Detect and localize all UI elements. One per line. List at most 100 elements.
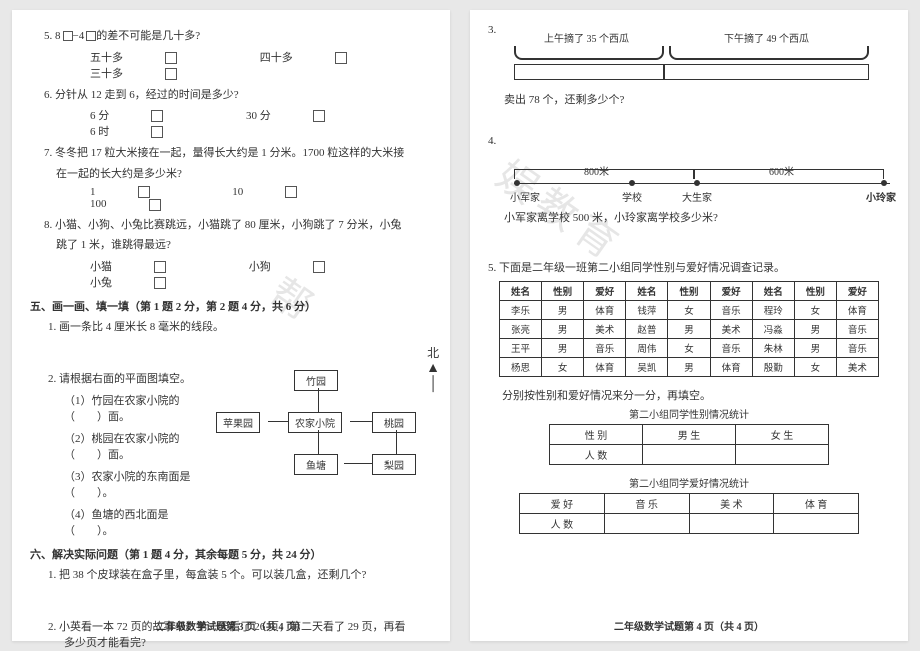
td: 男 [794,320,836,339]
s6-q2-a: 2. 小英看一本 72 页的故事书。第一天看了 26 页，第二天看了 29 页，… [48,618,432,634]
q8-opt-1: 小猫 [90,258,206,274]
checkbox[interactable] [154,277,166,289]
q7-opts: 1 10 100 [90,186,432,211]
th: 爱好 [836,282,878,301]
td: 音乐 [710,301,752,320]
checkbox[interactable] [335,52,347,64]
map-node-fish: 鱼塘 [294,454,338,475]
map-edge [344,463,372,464]
blank-cell[interactable] [774,514,859,534]
q3-diagram: 上午摘了 35 个西瓜 下午摘了 49 个西瓜 [514,30,890,85]
td: 钱萍 [626,301,668,320]
number-line-axis [514,183,890,184]
td: 男 [668,320,710,339]
td: 女 [794,301,836,320]
survey-table: 姓名性别爱好 姓名性别爱好 姓名性别爱好 李乐男体育钱萍女音乐程玲女体育 张亮男… [499,281,879,377]
pt-2: 学校 [622,189,642,204]
section-6-title: 六、解决实际问题（第 1 题 4 分，其余每题 5 分，共 24 分） [30,546,432,562]
td: 音乐 [584,339,626,358]
q7-a: 7. 冬冬把 17 粒大米接在一起，量得长大约是 1 分米。1700 粒这样的大… [44,145,432,162]
q5-c: 的差不可能是几十多? [96,30,200,42]
td: 女 [542,358,584,377]
td: 音乐 [710,339,752,358]
table-row: 王平男音乐周伟女音乐朱林男音乐 [500,339,879,358]
q4-diagram: 800米 600米 小军家 学校 大生家 小玲家 [514,155,890,205]
map-node-zhu: 竹园 [294,370,338,391]
map-edge [318,430,319,454]
q5-opt-3: 三十多 [90,65,217,81]
td: 体育 [710,358,752,377]
q7-opt-1: 1 [90,186,190,198]
q6-opt-1: 6 分 [90,107,203,123]
opt-label: 四十多 [260,49,293,65]
td: 女 生 [736,425,829,445]
checkbox[interactable] [285,186,297,198]
blank-cell[interactable] [689,514,774,534]
pt-3: 大生家 [682,189,712,204]
blank-cell[interactable] [736,445,829,465]
page-4: 娱教育 3. 上午摘了 35 个西瓜 下午摘了 49 个西瓜 卖出 78 个，还… [470,10,908,641]
q4-ask: 小军家离学校 500 米，小玲家离学校多少米? [504,209,890,225]
opt-label: 小猫 [90,258,112,274]
td: 程玲 [752,301,794,320]
td: 体育 [584,358,626,377]
blank-cell[interactable] [604,514,689,534]
gender-stat-table: 性 别男 生女 生 人 数 [549,424,829,465]
td: 音乐 [836,320,878,339]
map-edge [318,388,319,412]
brace-left [514,46,664,60]
checkbox[interactable] [151,110,163,122]
checkbox[interactable] [165,68,177,80]
point [881,180,887,186]
dist-2: 600米 [769,163,794,178]
td: 男 [542,301,584,320]
q8-b: 跳了 1 米，谁跳得最远? [56,237,432,254]
td: 人 数 [520,514,605,534]
table-header-row: 姓名性别爱好 姓名性别爱好 姓名性别爱好 [500,282,879,301]
td: 爱 好 [520,494,605,514]
checkbox[interactable] [165,52,177,64]
td: 男 [542,320,584,339]
td: 周伟 [626,339,668,358]
q5-opt-2: 四十多 [260,49,387,65]
opt-label: 小兔 [90,274,112,290]
th: 姓名 [752,282,794,301]
map-node-li: 梨园 [372,454,416,475]
page-3: 帮 5. 8−4的差不可能是几十多? 五十多 四十多 三十多 6. 分针从 12… [12,10,450,641]
th: 性别 [542,282,584,301]
t2-caption: 第二小组同学爱好情况统计 [488,475,890,490]
map-node-center: 农家小院 [288,412,342,433]
td: 女 [794,358,836,377]
checkbox[interactable] [149,199,161,211]
q7-opt-3: 100 [90,198,201,210]
checkbox[interactable] [138,186,150,198]
map-edge [268,421,288,422]
td: 美 术 [689,494,774,514]
td: 殷勤 [752,358,794,377]
opt-label: 1 [90,186,96,198]
checkbox[interactable] [151,126,163,138]
opt-label: 10 [232,186,243,198]
td: 吴凯 [626,358,668,377]
q6-opt-2: 30 分 [246,107,365,123]
td: 美术 [584,320,626,339]
q8-opts: 小猫 小狗 小兔 [90,258,432,290]
th: 性别 [668,282,710,301]
checkbox[interactable] [313,261,325,273]
td: 音 乐 [604,494,689,514]
checkbox[interactable] [154,261,166,273]
td: 音乐 [836,339,878,358]
blank-box [63,31,73,41]
q5-b: −4 [73,30,85,42]
checkbox[interactable] [313,110,325,122]
t1-caption: 第二小组同学性别情况统计 [488,406,890,421]
td: 冯淼 [752,320,794,339]
blank-cell[interactable] [643,445,736,465]
table-row: 性 别男 生女 生 [550,425,829,445]
th: 姓名 [626,282,668,301]
q3-lbl-a: 上午摘了 35 个西瓜 [544,30,629,45]
dist-1: 800米 [584,163,609,178]
pt-1: 小军家 [510,189,540,204]
q4-num: 4. [488,135,504,259]
s5-q2-1: （1）竹园在农家小院的（ ）面。 [64,392,210,424]
